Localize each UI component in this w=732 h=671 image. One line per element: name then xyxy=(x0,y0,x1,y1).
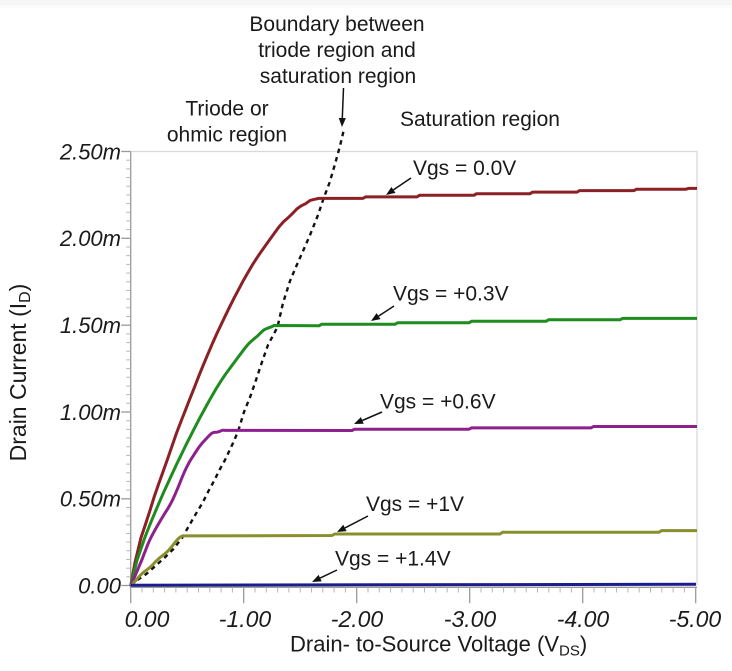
svg-text:0.00: 0.00 xyxy=(125,606,170,632)
svg-text:1.50m: 1.50m xyxy=(60,313,121,338)
svg-text:-1.00: -1.00 xyxy=(219,606,272,632)
svg-text:ohmic region: ohmic region xyxy=(167,124,287,147)
svg-text:1.00m: 1.00m xyxy=(60,400,121,425)
svg-text:0.50m: 0.50m xyxy=(60,487,121,512)
svg-text:Drain Current (ID): Drain Current (ID) xyxy=(5,284,34,462)
svg-text:-4.00: -4.00 xyxy=(557,606,610,632)
svg-text:0.00: 0.00 xyxy=(78,573,122,598)
svg-text:Vgs = +1.4V: Vgs = +1.4V xyxy=(335,548,451,571)
svg-text:saturation region: saturation region xyxy=(260,65,416,88)
svg-text:2.00m: 2.00m xyxy=(59,226,121,251)
svg-text:Triode or: Triode or xyxy=(185,98,268,121)
svg-text:Vgs = +1V: Vgs = +1V xyxy=(366,493,464,516)
svg-text:Boundary between: Boundary between xyxy=(249,13,424,36)
svg-text:Vgs = 0.0V: Vgs = 0.0V xyxy=(413,157,516,180)
svg-text:-3.00: -3.00 xyxy=(444,606,497,632)
svg-text:Saturation region: Saturation region xyxy=(400,108,560,131)
svg-text:triode region and: triode region and xyxy=(258,39,416,62)
svg-text:Drain- to-Source Voltage (VDS): Drain- to-Source Voltage (VDS) xyxy=(290,632,587,660)
svg-text:-2.00: -2.00 xyxy=(331,606,384,632)
svg-text:2.50m: 2.50m xyxy=(59,139,121,164)
svg-text:Vgs = +0.3V: Vgs = +0.3V xyxy=(393,283,509,306)
svg-text:Vgs = +0.6V: Vgs = +0.6V xyxy=(380,391,496,414)
svg-text:-5.00: -5.00 xyxy=(669,606,722,632)
